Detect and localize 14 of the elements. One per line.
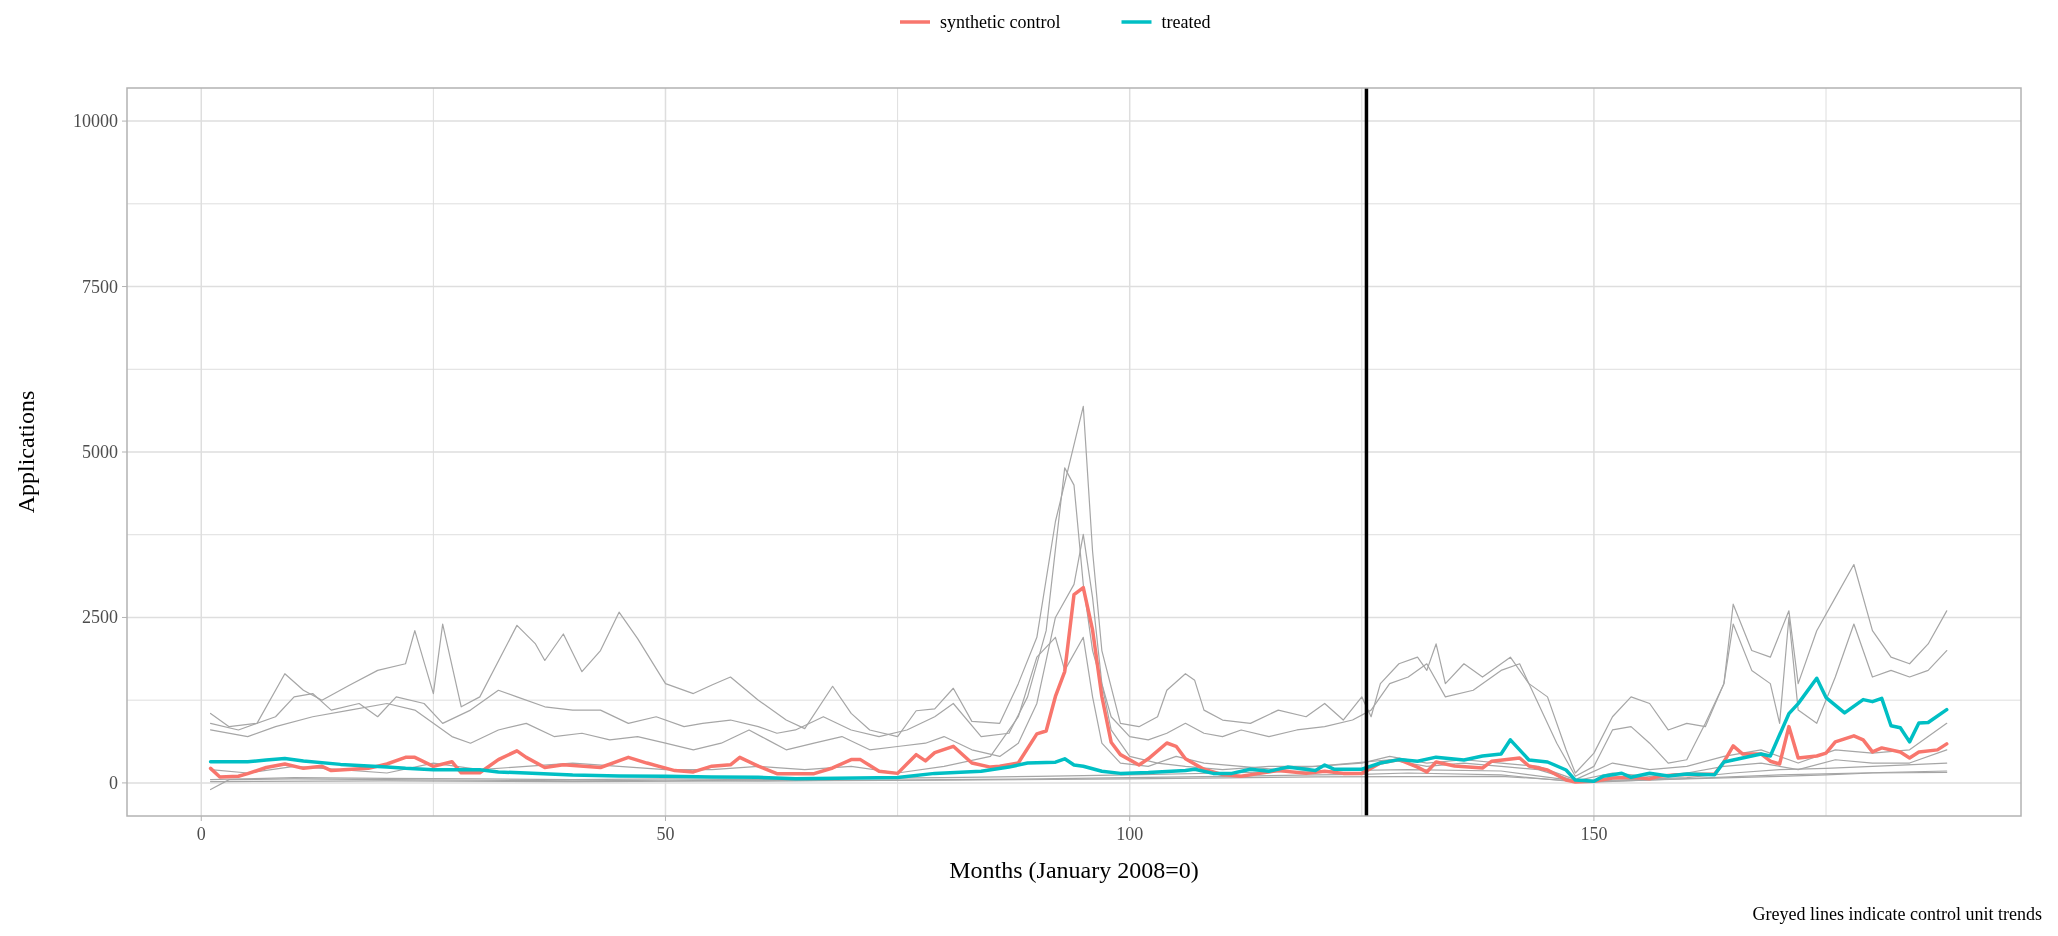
legend-label: synthetic control — [940, 12, 1061, 32]
x-tick-label: 50 — [656, 824, 675, 844]
x-axis-title: Months (January 2008=0) — [949, 857, 1199, 883]
y-tick-label: 7500 — [82, 276, 118, 297]
y-tick-label: 10000 — [73, 111, 118, 132]
y-axis-title: Applications — [13, 390, 39, 514]
legend-label: treated — [1161, 12, 1211, 32]
x-tick-label: 100 — [1116, 824, 1144, 844]
y-tick-label: 2500 — [82, 607, 118, 628]
text: Greyed lines indicate control unit trends — [1752, 904, 2042, 924]
y-tick-label: 0 — [109, 772, 118, 793]
x-tick-label: 150 — [1580, 824, 1608, 844]
x-tick-label: 0 — [196, 824, 206, 844]
y-tick-label: 5000 — [82, 442, 118, 462]
